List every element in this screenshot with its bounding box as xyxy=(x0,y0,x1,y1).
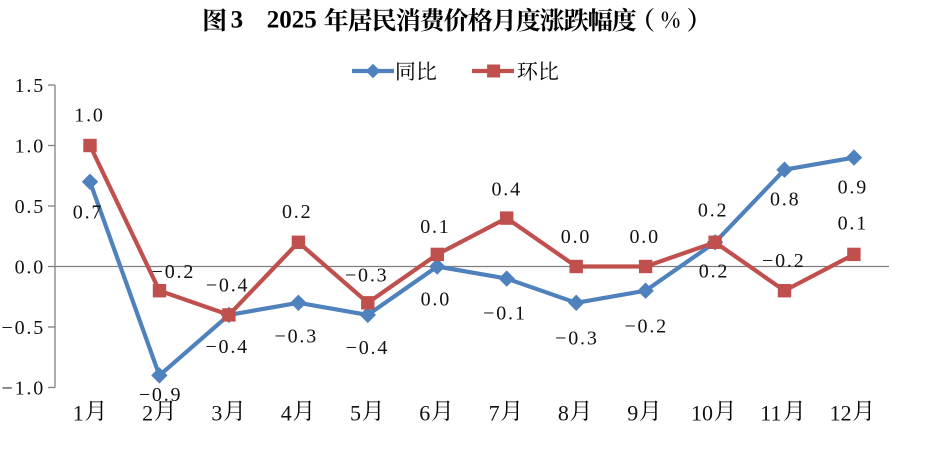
svg-text:−0.2: −0.2 xyxy=(624,316,667,338)
svg-text:−0.3: −0.3 xyxy=(275,325,318,347)
svg-text:−0.9: −0.9 xyxy=(139,384,182,406)
svg-text:0.2: 0.2 xyxy=(282,201,312,223)
svg-text:0.7: 0.7 xyxy=(73,202,103,224)
svg-text:0.0: 0.0 xyxy=(15,256,45,278)
svg-text:−0.4: −0.4 xyxy=(346,337,389,359)
svg-text:−0.4: −0.4 xyxy=(205,336,248,358)
svg-text:6: 6 xyxy=(419,401,430,426)
svg-text:3: 3 xyxy=(211,401,222,426)
svg-text:8: 8 xyxy=(558,401,569,426)
svg-text:0.0: 0.0 xyxy=(561,226,591,248)
svg-text:9: 9 xyxy=(627,401,638,426)
svg-text:0.1: 0.1 xyxy=(838,213,868,235)
svg-text:−0.3: −0.3 xyxy=(555,327,598,349)
svg-text:−0.4: −0.4 xyxy=(206,274,249,296)
svg-text:0.1: 0.1 xyxy=(420,216,450,238)
svg-text:2: 2 xyxy=(142,401,153,426)
svg-text:0.8: 0.8 xyxy=(770,189,800,211)
svg-text:1.0: 1.0 xyxy=(74,105,104,127)
svg-text:7: 7 xyxy=(489,401,500,426)
svg-text:−0.1: −0.1 xyxy=(483,303,526,325)
svg-text:−1.0: −1.0 xyxy=(2,377,45,399)
svg-text:10: 10 xyxy=(691,401,713,426)
svg-text:12: 12 xyxy=(830,401,852,426)
svg-text:−0.2: −0.2 xyxy=(152,261,195,283)
svg-text:−0.2: −0.2 xyxy=(762,250,805,272)
svg-text:0.9: 0.9 xyxy=(838,177,868,199)
svg-text:−0.3: −0.3 xyxy=(345,265,388,287)
svg-text:4: 4 xyxy=(281,401,292,426)
svg-text:0.0: 0.0 xyxy=(421,289,451,311)
svg-text:3: 3 xyxy=(231,7,244,34)
svg-text:0.2: 0.2 xyxy=(699,260,729,282)
svg-text:1: 1 xyxy=(73,401,84,426)
svg-text:0.5: 0.5 xyxy=(15,196,45,218)
svg-text:11: 11 xyxy=(760,401,781,426)
svg-text:0.2: 0.2 xyxy=(698,199,728,221)
svg-text:1.0: 1.0 xyxy=(15,135,45,157)
svg-text:5: 5 xyxy=(350,401,361,426)
svg-text:0.4: 0.4 xyxy=(491,179,521,201)
svg-text:−0.5: −0.5 xyxy=(2,317,45,339)
svg-text:2025: 2025 xyxy=(267,7,317,34)
svg-text:0.0: 0.0 xyxy=(629,226,659,248)
svg-text:1.5: 1.5 xyxy=(15,75,45,97)
